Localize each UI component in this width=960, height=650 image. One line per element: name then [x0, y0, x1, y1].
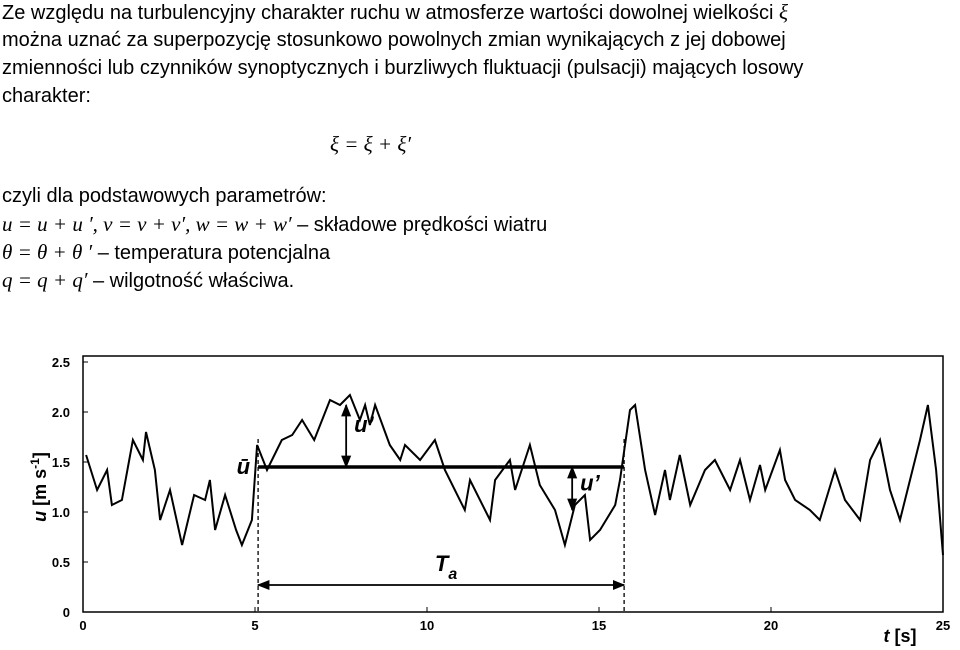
x-tick-label: 15 — [592, 618, 606, 633]
y-tick-label: 1.5 — [52, 455, 70, 470]
symbol: ξ — [779, 0, 789, 24]
series-line — [85, 393, 944, 556]
y-label-close: ] — [30, 452, 50, 458]
formula: θ = θ + θ ′ — [2, 240, 93, 264]
x-axis-label: t [s] — [883, 626, 916, 646]
y-label-unit: [m s — [30, 469, 50, 506]
y-axis-label: u [m s-1] — [28, 452, 50, 522]
y-label-exp: -1 — [28, 458, 42, 469]
formula: u = u + u ′, v = v + v′, w = w + w′ — [2, 212, 292, 236]
y-tick-label: 0.5 — [52, 555, 70, 570]
text-line: można uznać za superpozycję stosunkowo p… — [2, 29, 786, 51]
y-label-var: u — [30, 511, 50, 522]
mean-label: ū — [237, 454, 251, 479]
text: – składowe prędkości wiatru — [291, 214, 548, 236]
text-line: zmienności lub czynników synoptycznych i… — [2, 57, 804, 79]
text-line: q = q + q′ – wilgotność właściwa. — [2, 268, 294, 293]
text-line: charakter: — [2, 85, 91, 107]
text-line: Ze względu na turbulencyjny charakter ru… — [2, 0, 788, 25]
text: Ze względu na turbulencyjny charakter ru… — [2, 2, 774, 24]
text-line: czyli dla podstawowych parametrów: — [2, 185, 327, 207]
y-tick-label: 2.0 — [52, 405, 70, 420]
x-label-unit: [s] — [895, 626, 917, 646]
fluctuation-label: u’ — [354, 412, 374, 437]
period-label-sub: a — [448, 566, 457, 583]
fluctuation-label: u’ — [580, 471, 600, 496]
x-label-var: t — [883, 626, 890, 646]
formula: ξ = ξ + ξ′ — [330, 132, 411, 156]
x-tick-label: 25 — [936, 618, 950, 633]
text-line: u = u + u ′, v = v + v′, w = w + w′ – sk… — [2, 212, 547, 237]
y-tick-label: 0 — [63, 605, 70, 620]
y-tick-label: 1.0 — [52, 505, 70, 520]
period-label: Ta — [435, 551, 457, 583]
plot-frame — [82, 355, 944, 613]
period-label-main: T — [435, 551, 450, 576]
text: – wilgotność właściwa. — [87, 270, 295, 292]
formula: q = q + q′ — [2, 268, 88, 292]
y-tick-label: 2.5 — [52, 355, 70, 370]
x-tick-label: 10 — [420, 618, 434, 633]
x-tick-label: 5 — [251, 618, 258, 633]
text-line: θ = θ + θ ′ – temperatura potencjalna — [2, 240, 330, 265]
text: – temperatura potencjalna — [92, 242, 331, 264]
x-tick-label: 0 — [79, 618, 86, 633]
x-tick-label: 20 — [764, 618, 778, 633]
